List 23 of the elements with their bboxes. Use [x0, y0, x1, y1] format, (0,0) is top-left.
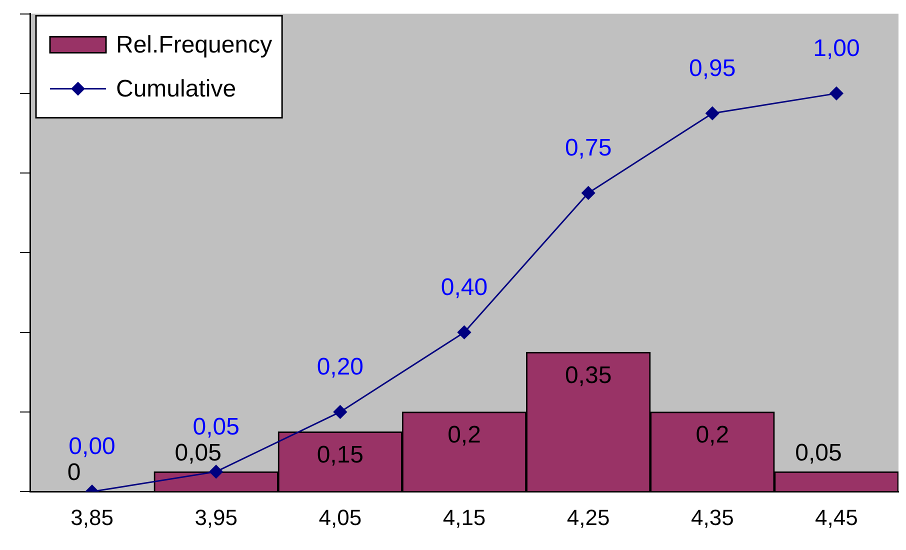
data-label: 0,75: [564, 134, 612, 162]
legend-label: Rel.Frequency: [116, 31, 272, 58]
x-tick-label: 4,45: [815, 504, 858, 530]
x-tick-label: 4,25: [566, 504, 610, 530]
x-tick-label: 3,95: [194, 504, 238, 530]
x-tick-label: 4,15: [442, 504, 486, 530]
data-label: 0,20: [316, 354, 364, 381]
data-label: 0,2: [696, 422, 730, 449]
data-label: 0,05: [174, 439, 222, 466]
legend-label: Cumulative: [116, 75, 236, 102]
x-tick-label: 4,35: [690, 504, 734, 530]
data-label: 0,2: [448, 422, 481, 449]
data-label: 0: [67, 459, 81, 486]
data-label: 1,00: [813, 35, 860, 62]
data-label: 0,15: [316, 442, 364, 468]
data-label: 0,40: [440, 274, 488, 301]
data-label: 0,00: [68, 433, 116, 460]
data-label: 0,05: [795, 439, 842, 466]
data-label: 0,05: [192, 413, 240, 440]
x-tick-label: 4,05: [318, 504, 362, 530]
data-label: 0,95: [689, 54, 736, 82]
data-label: 0,35: [564, 362, 612, 389]
x-tick-label: 3,85: [70, 504, 114, 530]
